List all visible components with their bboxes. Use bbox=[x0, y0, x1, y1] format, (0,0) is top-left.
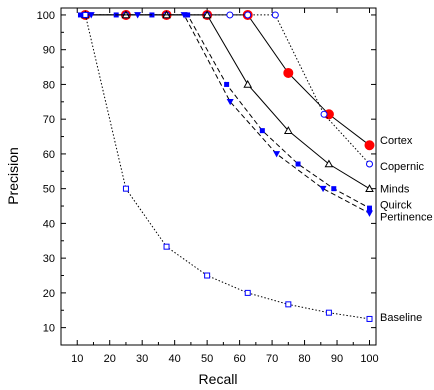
data-point-minds bbox=[283, 126, 293, 134]
series-baseline bbox=[82, 11, 373, 322]
y-tick-label: 20 bbox=[43, 288, 55, 300]
data-point-pertinence bbox=[134, 12, 142, 19]
data-point-copernic bbox=[244, 11, 252, 19]
series-label-copernic: Copernic bbox=[380, 161, 425, 173]
y-tick-label: 40 bbox=[43, 218, 55, 230]
x-tick-label: 40 bbox=[169, 353, 181, 365]
data-point-copernic bbox=[366, 160, 374, 168]
x-axis-ticks: 10 20 30 40 50 60 70 80 90 100 bbox=[71, 8, 379, 365]
plot-frame bbox=[60, 7, 377, 346]
y-tick-label: 100 bbox=[37, 10, 55, 22]
series-label-quirck: Quirck bbox=[380, 199, 412, 211]
y-tick-label: 50 bbox=[43, 184, 55, 196]
data-point-baseline bbox=[285, 301, 292, 308]
series-minds bbox=[81, 10, 374, 192]
data-point-minds bbox=[243, 79, 253, 88]
y-tick-label: 30 bbox=[43, 253, 55, 265]
data-point-pertinence bbox=[366, 210, 374, 217]
x-tick-label: 50 bbox=[201, 353, 213, 365]
series-label-cortex: Cortex bbox=[380, 135, 413, 147]
data-point-quirck bbox=[224, 81, 230, 87]
data-point-quirck bbox=[367, 205, 373, 211]
y-tick-label: 80 bbox=[43, 79, 55, 91]
data-point-quirck bbox=[185, 12, 191, 18]
series-group bbox=[77, 9, 375, 322]
data-point-copernic bbox=[226, 11, 234, 19]
data-point-baseline bbox=[325, 309, 332, 316]
series-copernic bbox=[81, 11, 374, 168]
series-cortex bbox=[80, 9, 375, 151]
data-point-copernic bbox=[320, 110, 328, 118]
data-point-quirck bbox=[295, 161, 301, 167]
data-point-pertinence bbox=[319, 185, 327, 193]
data-point-pertinence bbox=[87, 12, 95, 19]
series-label-minds: Minds bbox=[380, 184, 410, 196]
data-point-baseline bbox=[122, 185, 129, 192]
data-point-quirck bbox=[77, 12, 83, 18]
x-tick-label: 70 bbox=[266, 353, 278, 365]
y-tick-label: 90 bbox=[43, 45, 55, 57]
series-line-cortex bbox=[85, 14, 370, 146]
x-tick-label: 10 bbox=[71, 353, 83, 365]
series-line-minds bbox=[85, 14, 370, 190]
x-tick-label: 20 bbox=[104, 353, 116, 365]
data-point-quirck bbox=[331, 186, 337, 192]
data-point-baseline bbox=[82, 11, 89, 18]
data-point-pertinence bbox=[273, 151, 281, 158]
data-point-quirck bbox=[259, 128, 265, 134]
data-point-baseline bbox=[204, 272, 211, 279]
y-axis-ticks: 10 20 30 40 50 60 70 80 90 100 bbox=[37, 10, 376, 335]
data-point-baseline bbox=[366, 315, 373, 322]
series-line-baseline bbox=[84, 14, 370, 320]
y-tick-label: 10 bbox=[43, 323, 55, 335]
x-tick-label: 60 bbox=[233, 353, 245, 365]
data-point-minds bbox=[365, 184, 374, 192]
data-point-cortex bbox=[364, 140, 375, 151]
data-point-minds bbox=[202, 10, 212, 19]
y-tick-label: 60 bbox=[43, 149, 55, 161]
x-tick-label: 90 bbox=[331, 353, 343, 365]
x-tick-label: 100 bbox=[360, 353, 378, 365]
data-point-baseline bbox=[244, 289, 251, 296]
series-line-copernic bbox=[85, 14, 370, 165]
data-point-cortex bbox=[283, 67, 294, 78]
x-tick-label: 30 bbox=[136, 353, 148, 365]
x-tick-label: 80 bbox=[298, 353, 310, 365]
y-axis-title: Precision bbox=[5, 147, 21, 205]
data-point-copernic bbox=[271, 11, 279, 19]
data-point-minds bbox=[324, 159, 334, 168]
data-point-baseline bbox=[163, 243, 170, 250]
y-tick-label: 70 bbox=[43, 114, 55, 126]
series-label-pertinence: Pertinence bbox=[380, 211, 433, 223]
series-pertinence bbox=[87, 12, 374, 217]
x-axis-title: Recall bbox=[199, 371, 238, 387]
series-label-baseline: Baseline bbox=[380, 312, 422, 324]
data-point-pertinence bbox=[226, 99, 234, 106]
data-point-pertinence bbox=[180, 12, 188, 19]
